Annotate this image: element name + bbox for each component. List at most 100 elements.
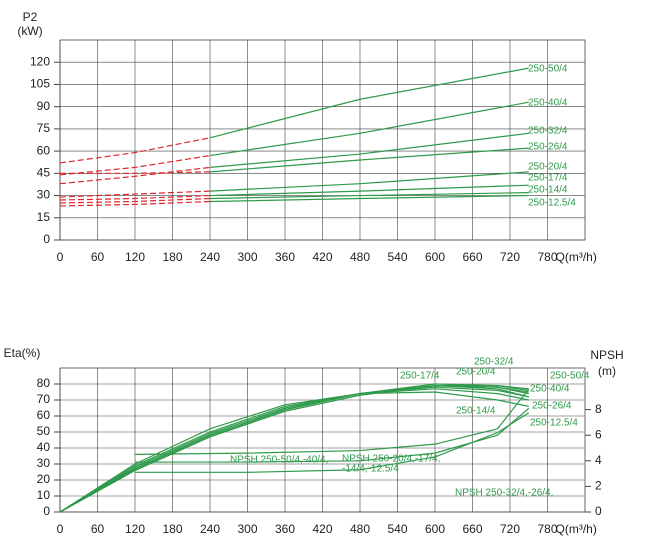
x-tick-label: 0 xyxy=(57,250,64,264)
series-line xyxy=(135,412,530,473)
y-tick-label: 70 xyxy=(37,392,51,406)
series-label: 250-20/4 xyxy=(528,162,568,173)
x-tick-label: 180 xyxy=(162,250,182,264)
series-label: 250-50/4 xyxy=(528,64,568,75)
y-tick-label: 50 xyxy=(37,424,51,438)
dashed-line xyxy=(60,171,211,174)
series-line xyxy=(209,194,529,203)
y-tick-label: 60 xyxy=(37,143,51,157)
x-tick-label: 720 xyxy=(500,522,520,536)
series-line xyxy=(209,171,529,192)
y-tick-label: 75 xyxy=(37,121,51,135)
y2-tick-label: 8 xyxy=(595,402,602,416)
series-line xyxy=(59,384,529,513)
series-label: 250-40/4 xyxy=(530,384,570,395)
x-tick-label: 300 xyxy=(237,250,257,264)
series-line xyxy=(209,191,529,200)
y2-tick-label: 4 xyxy=(595,453,602,467)
x-tick-label: 300 xyxy=(237,522,257,536)
x-tick-label: 420 xyxy=(312,522,332,536)
series-label: NPSH 250-32/4,-26/4, xyxy=(455,488,553,499)
y-tick-label: 120 xyxy=(30,54,50,68)
series-label: 250-40/4 xyxy=(528,98,568,109)
series-label: -14/4,-12.5/4 xyxy=(342,464,399,475)
y-axis-label: P2 xyxy=(23,10,38,24)
series-label: 250-50/4 xyxy=(550,371,590,382)
y2-tick-label: 0 xyxy=(595,504,602,518)
series-label: 250-26/4 xyxy=(532,401,572,412)
x-axis-label: Q(m³/h) xyxy=(556,522,597,536)
y-tick-label: 45 xyxy=(37,166,51,180)
x-tick-label: 480 xyxy=(350,250,370,264)
x-tick-label: 240 xyxy=(200,522,220,536)
series-line xyxy=(209,184,529,197)
series-label: 250-14/4 xyxy=(528,185,568,196)
y-tick-label: 60 xyxy=(37,408,51,422)
series-line xyxy=(209,101,529,157)
x-tick-label: 60 xyxy=(91,522,105,536)
x-tick-label: 540 xyxy=(387,250,407,264)
series-line xyxy=(209,147,529,173)
series-label: 250-26/4 xyxy=(528,142,568,153)
dashed-line xyxy=(59,154,211,176)
dashed-line xyxy=(59,190,211,198)
series-line xyxy=(59,391,529,513)
y-tick-label: 20 xyxy=(37,472,51,486)
x-axis-label: Q(m³/h) xyxy=(556,250,597,264)
series-line xyxy=(209,132,529,169)
y2-axis-label: (m) xyxy=(598,364,616,378)
x-tick-label: 240 xyxy=(200,250,220,264)
series-line xyxy=(209,67,529,139)
y-tick-label: 80 xyxy=(37,376,51,390)
dashed-line xyxy=(59,194,211,201)
x-tick-label: 60 xyxy=(91,250,105,264)
series-label: 250-32/4 xyxy=(528,126,568,137)
dashed-line xyxy=(59,137,211,164)
y-axis-label: Eta(%) xyxy=(4,346,41,360)
x-tick-label: 780 xyxy=(537,522,557,536)
y2-tick-label: 2 xyxy=(595,479,602,493)
x-tick-label: 600 xyxy=(425,522,445,536)
x-tick-label: 540 xyxy=(387,522,407,536)
series-label: 250-20/4 xyxy=(456,367,496,378)
y-tick-label: 10 xyxy=(37,488,51,502)
x-tick-label: 360 xyxy=(275,250,295,264)
series-label: 250-12.5/4 xyxy=(528,198,576,209)
series-label: 250-17/4 xyxy=(400,371,440,382)
y-tick-label: 30 xyxy=(37,456,51,470)
x-tick-label: 120 xyxy=(125,250,145,264)
x-tick-label: 780 xyxy=(537,250,557,264)
series-label: 250-12.5/4 xyxy=(530,418,578,429)
y-tick-label: 40 xyxy=(37,440,51,454)
series-line xyxy=(135,407,530,463)
y-tick-label: 105 xyxy=(30,77,50,91)
x-tick-label: 0 xyxy=(57,522,64,536)
dashed-line xyxy=(59,197,211,204)
y-axis-label: (kW) xyxy=(17,24,42,38)
y-tick-label: 15 xyxy=(37,210,51,224)
x-tick-label: 180 xyxy=(162,522,182,536)
series-line xyxy=(59,388,529,513)
x-tick-label: 600 xyxy=(425,250,445,264)
x-tick-label: 480 xyxy=(350,522,370,536)
x-tick-label: 660 xyxy=(462,250,482,264)
x-tick-label: 420 xyxy=(312,250,332,264)
y2-axis-label: NPSH xyxy=(590,348,623,362)
series-label: 250-32/4 xyxy=(474,357,514,368)
x-tick-label: 720 xyxy=(500,250,520,264)
series-label: NPSH 250-20/4,-17/4, xyxy=(342,454,440,465)
y-tick-label: 90 xyxy=(37,99,51,113)
y-tick-label: 0 xyxy=(43,504,50,518)
series-label: 250-17/4 xyxy=(528,173,568,184)
y2-tick-label: 6 xyxy=(595,427,602,441)
series-line xyxy=(134,388,530,455)
series-label: NPSH 250-50/4,-40/4, xyxy=(230,455,328,466)
dashed-line xyxy=(59,200,211,207)
y-tick-label: 30 xyxy=(37,188,51,202)
dashed-line xyxy=(59,166,211,185)
y-tick-label: 0 xyxy=(43,232,50,246)
series-label: 250-14/4 xyxy=(456,406,496,417)
x-tick-label: 360 xyxy=(275,522,295,536)
x-tick-label: 660 xyxy=(462,522,482,536)
